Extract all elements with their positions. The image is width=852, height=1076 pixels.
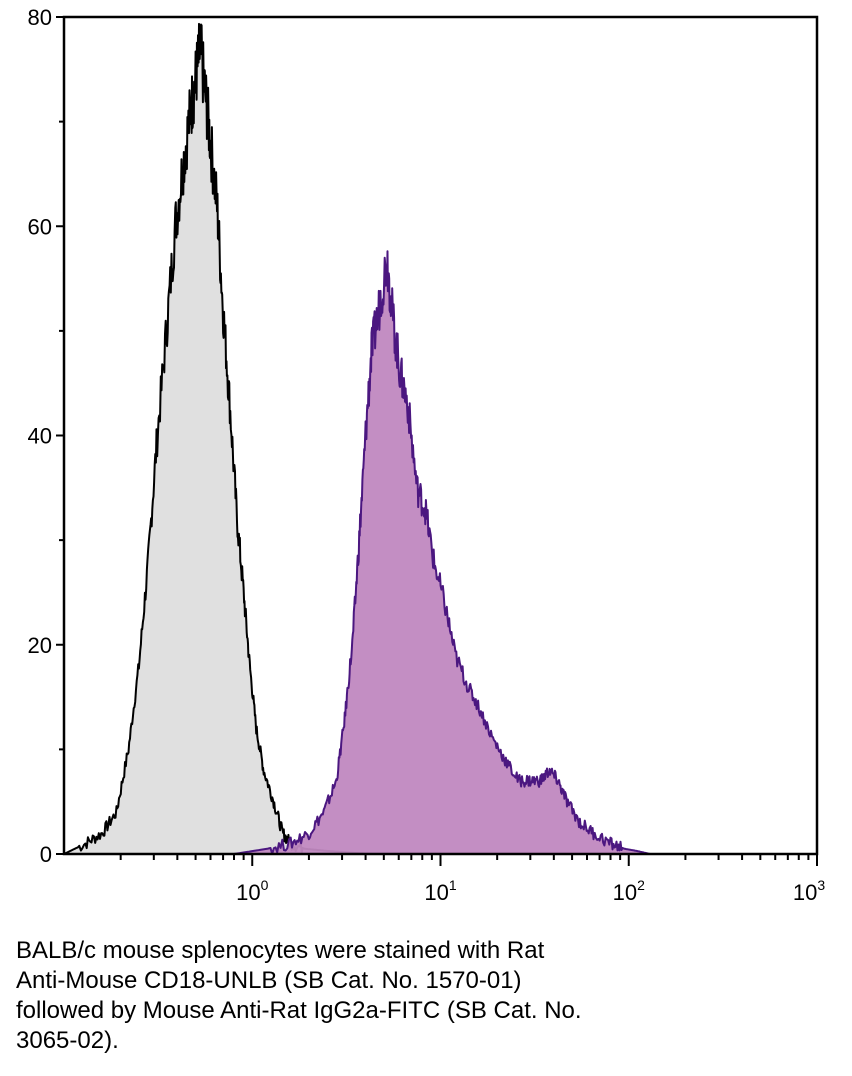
y-tick-label: 60 [28, 214, 52, 239]
figure-caption: BALB/c mouse splenocytes were stained wi… [16, 936, 716, 1056]
caption-line: 3065-02). [16, 1027, 119, 1054]
histogram-chart: 0 20 40 60 80 100 101 102 103 [28, 5, 826, 905]
axis-layer: 0 20 40 60 80 100 101 102 103 [28, 5, 826, 905]
x-tick-label: 102 [613, 877, 645, 905]
histogram-series-1 [63, 22, 377, 855]
y-tick-label: 80 [28, 5, 52, 30]
x-tick-label: 101 [424, 877, 456, 905]
histogram-series-2 [233, 250, 652, 855]
caption-line: Anti-Mouse CD18-UNLB (SB Cat. No. 1570-0… [16, 967, 522, 994]
y-tick-label: 40 [28, 424, 52, 449]
y-tick-label: 0 [40, 842, 52, 867]
caption-line: BALB/c mouse splenocytes were stained wi… [16, 937, 545, 964]
series-layer [63, 22, 652, 855]
x-tick-label: 100 [236, 877, 268, 905]
y-tick-label: 20 [28, 633, 52, 658]
x-tick-label: 103 [793, 877, 825, 905]
caption-line: followed by Mouse Anti-Rat IgG2a-FITC (S… [16, 997, 582, 1024]
